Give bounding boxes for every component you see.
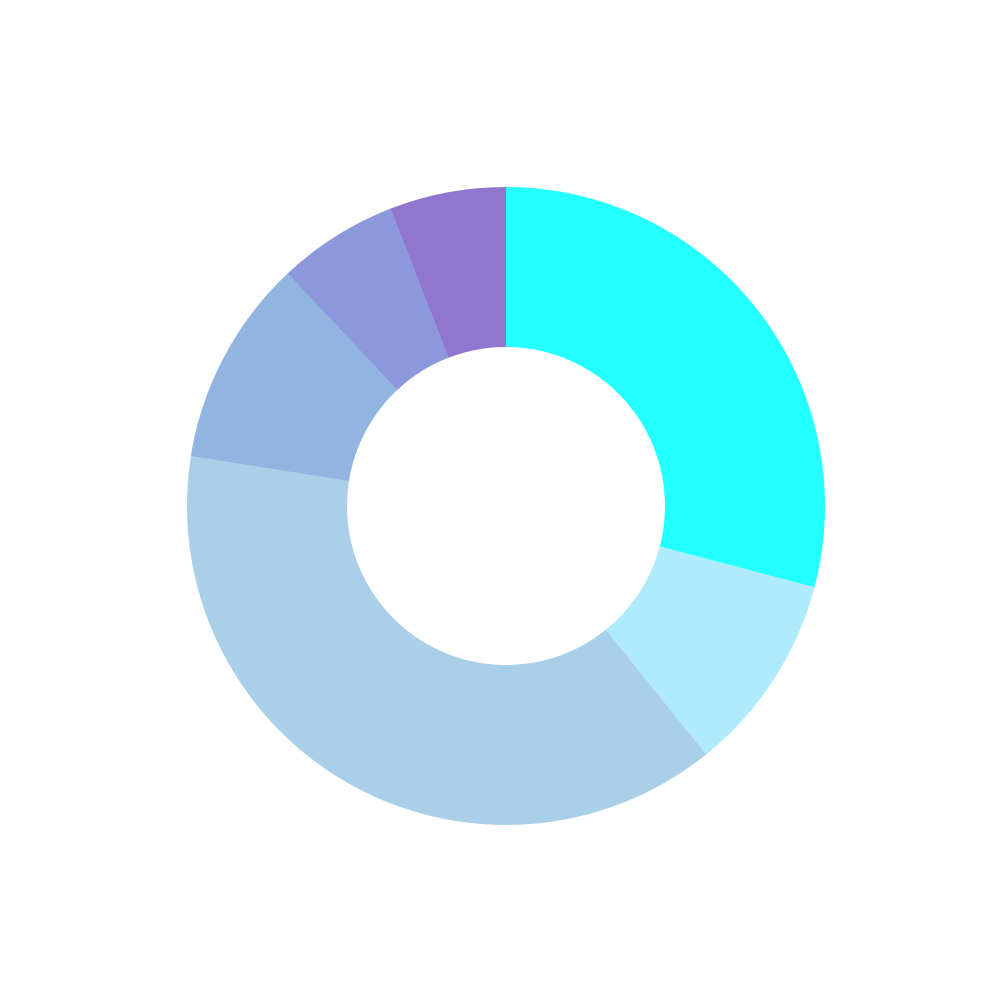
donut-slice-2 <box>605 546 815 755</box>
slices-group <box>187 187 825 825</box>
donut-slice-5 <box>287 208 449 391</box>
donut-slice-3 <box>187 456 707 825</box>
donut-slice-1 <box>506 187 825 588</box>
donut-slice-4 <box>190 273 398 482</box>
donut-slice-6 <box>390 187 506 358</box>
